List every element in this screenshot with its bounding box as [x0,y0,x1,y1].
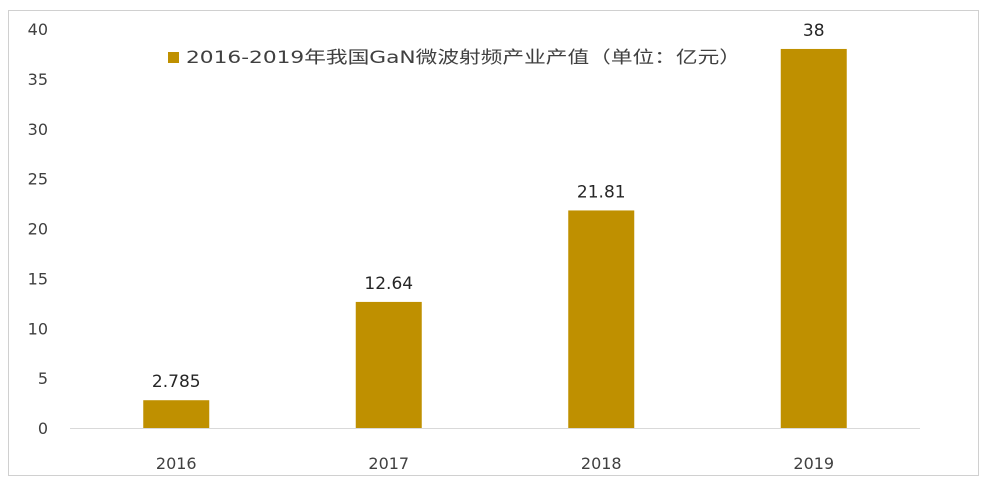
y-tick-label: 20 [28,220,48,239]
x-tick-label-2017: 2017 [368,454,409,473]
bar-2018 [568,210,635,428]
legend: 2016-2019年我国GaN微波射频产业产值（单位：亿元） [168,48,741,68]
bars [143,48,847,428]
x-tick-label-2019: 2019 [793,454,834,473]
bar-2016 [143,400,210,428]
data-labels: 2.785 12.64 21.81 38 [152,21,825,392]
legend-label: 2016-2019年我国GaN微波射频产业产值（单位：亿元） [186,48,741,68]
data-label-2019: 38 [803,21,825,41]
x-tick-label-2018: 2018 [581,454,622,473]
data-label-2016: 2.785 [152,372,201,392]
y-tick-label: 25 [28,170,48,189]
y-tick-label: 0 [38,419,48,438]
x-tick-label-2016: 2016 [156,454,197,473]
x-axis-ticks: 2016 2017 2018 2019 [156,454,834,473]
y-tick-label: 35 [28,70,48,89]
legend-swatch [168,52,179,63]
data-label-2018: 21.81 [577,182,626,202]
y-tick-label: 10 [28,319,48,338]
y-axis-ticks: 0 5 10 15 20 25 30 35 40 [28,20,48,438]
y-tick-label: 15 [28,269,48,288]
y-tick-label: 40 [28,20,48,39]
bar-2017 [355,301,422,428]
bar-2019 [780,48,847,428]
data-label-2017: 12.64 [364,274,413,294]
y-tick-label: 5 [38,369,48,388]
y-tick-label: 30 [28,120,48,139]
